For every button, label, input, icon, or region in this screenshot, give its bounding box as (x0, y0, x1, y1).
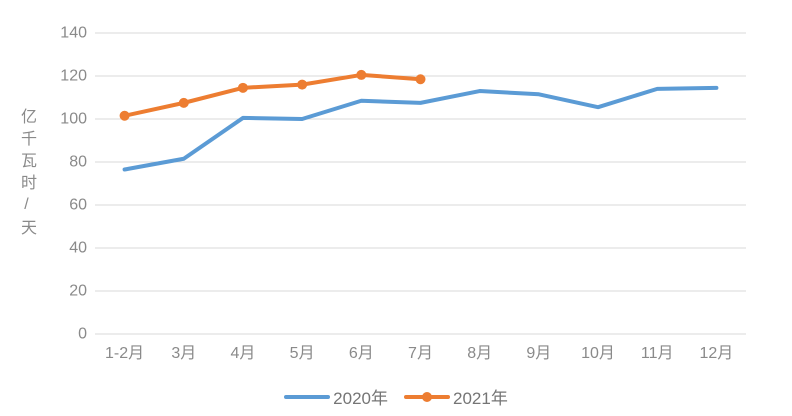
x-tick-label: 11月 (641, 345, 674, 362)
x-tick-label: 8月 (467, 345, 492, 362)
y-axis-title: 亿千瓦时/天 (18, 108, 35, 241)
x-tick-label: 12月 (700, 345, 734, 362)
x-tick-label: 5月 (290, 345, 315, 362)
legend-item-2021: 2021年 (404, 384, 508, 409)
x-tick-label: 3月 (171, 345, 196, 362)
data-point-marker (415, 74, 426, 85)
x-tick-label: 10月 (581, 345, 615, 362)
data-point-marker (237, 82, 248, 93)
x-tick-label: 6月 (349, 345, 374, 362)
y-tick-label: 40 (69, 240, 87, 257)
legend-line-2020-icon (284, 394, 331, 399)
y-tick-label: 80 (69, 154, 87, 171)
legend: 2020年 2021年 (0, 384, 792, 409)
data-point-marker (119, 110, 130, 121)
data-point-marker (356, 69, 367, 80)
x-tick-label: 4月 (231, 345, 256, 362)
y-tick-label: 100 (60, 111, 87, 128)
series-line-2020年 (122, 85, 719, 172)
legend-item-2020: 2020年 (284, 384, 388, 409)
y-tick-label: 120 (60, 68, 87, 85)
x-tick-label: 7月 (408, 345, 433, 362)
data-point-marker (178, 97, 189, 108)
data-point-marker (297, 79, 308, 90)
y-tick-label: 60 (69, 197, 87, 214)
x-tick-label: 9月 (526, 345, 551, 362)
legend-line-swatch-2020 (284, 392, 331, 402)
legend-label-2020: 2020年 (333, 389, 388, 408)
legend-line-swatch-2021 (404, 391, 450, 402)
series-line-2021年 (122, 72, 423, 118)
y-tick-label: 140 (60, 25, 87, 42)
y-tick-label: 20 (69, 283, 87, 300)
y-tick-label: 0 (78, 326, 87, 343)
legend-marker-dot-icon (422, 391, 432, 402)
legend-label-2021: 2021年 (453, 389, 508, 408)
x-tick-label: 1-2月 (105, 345, 144, 362)
